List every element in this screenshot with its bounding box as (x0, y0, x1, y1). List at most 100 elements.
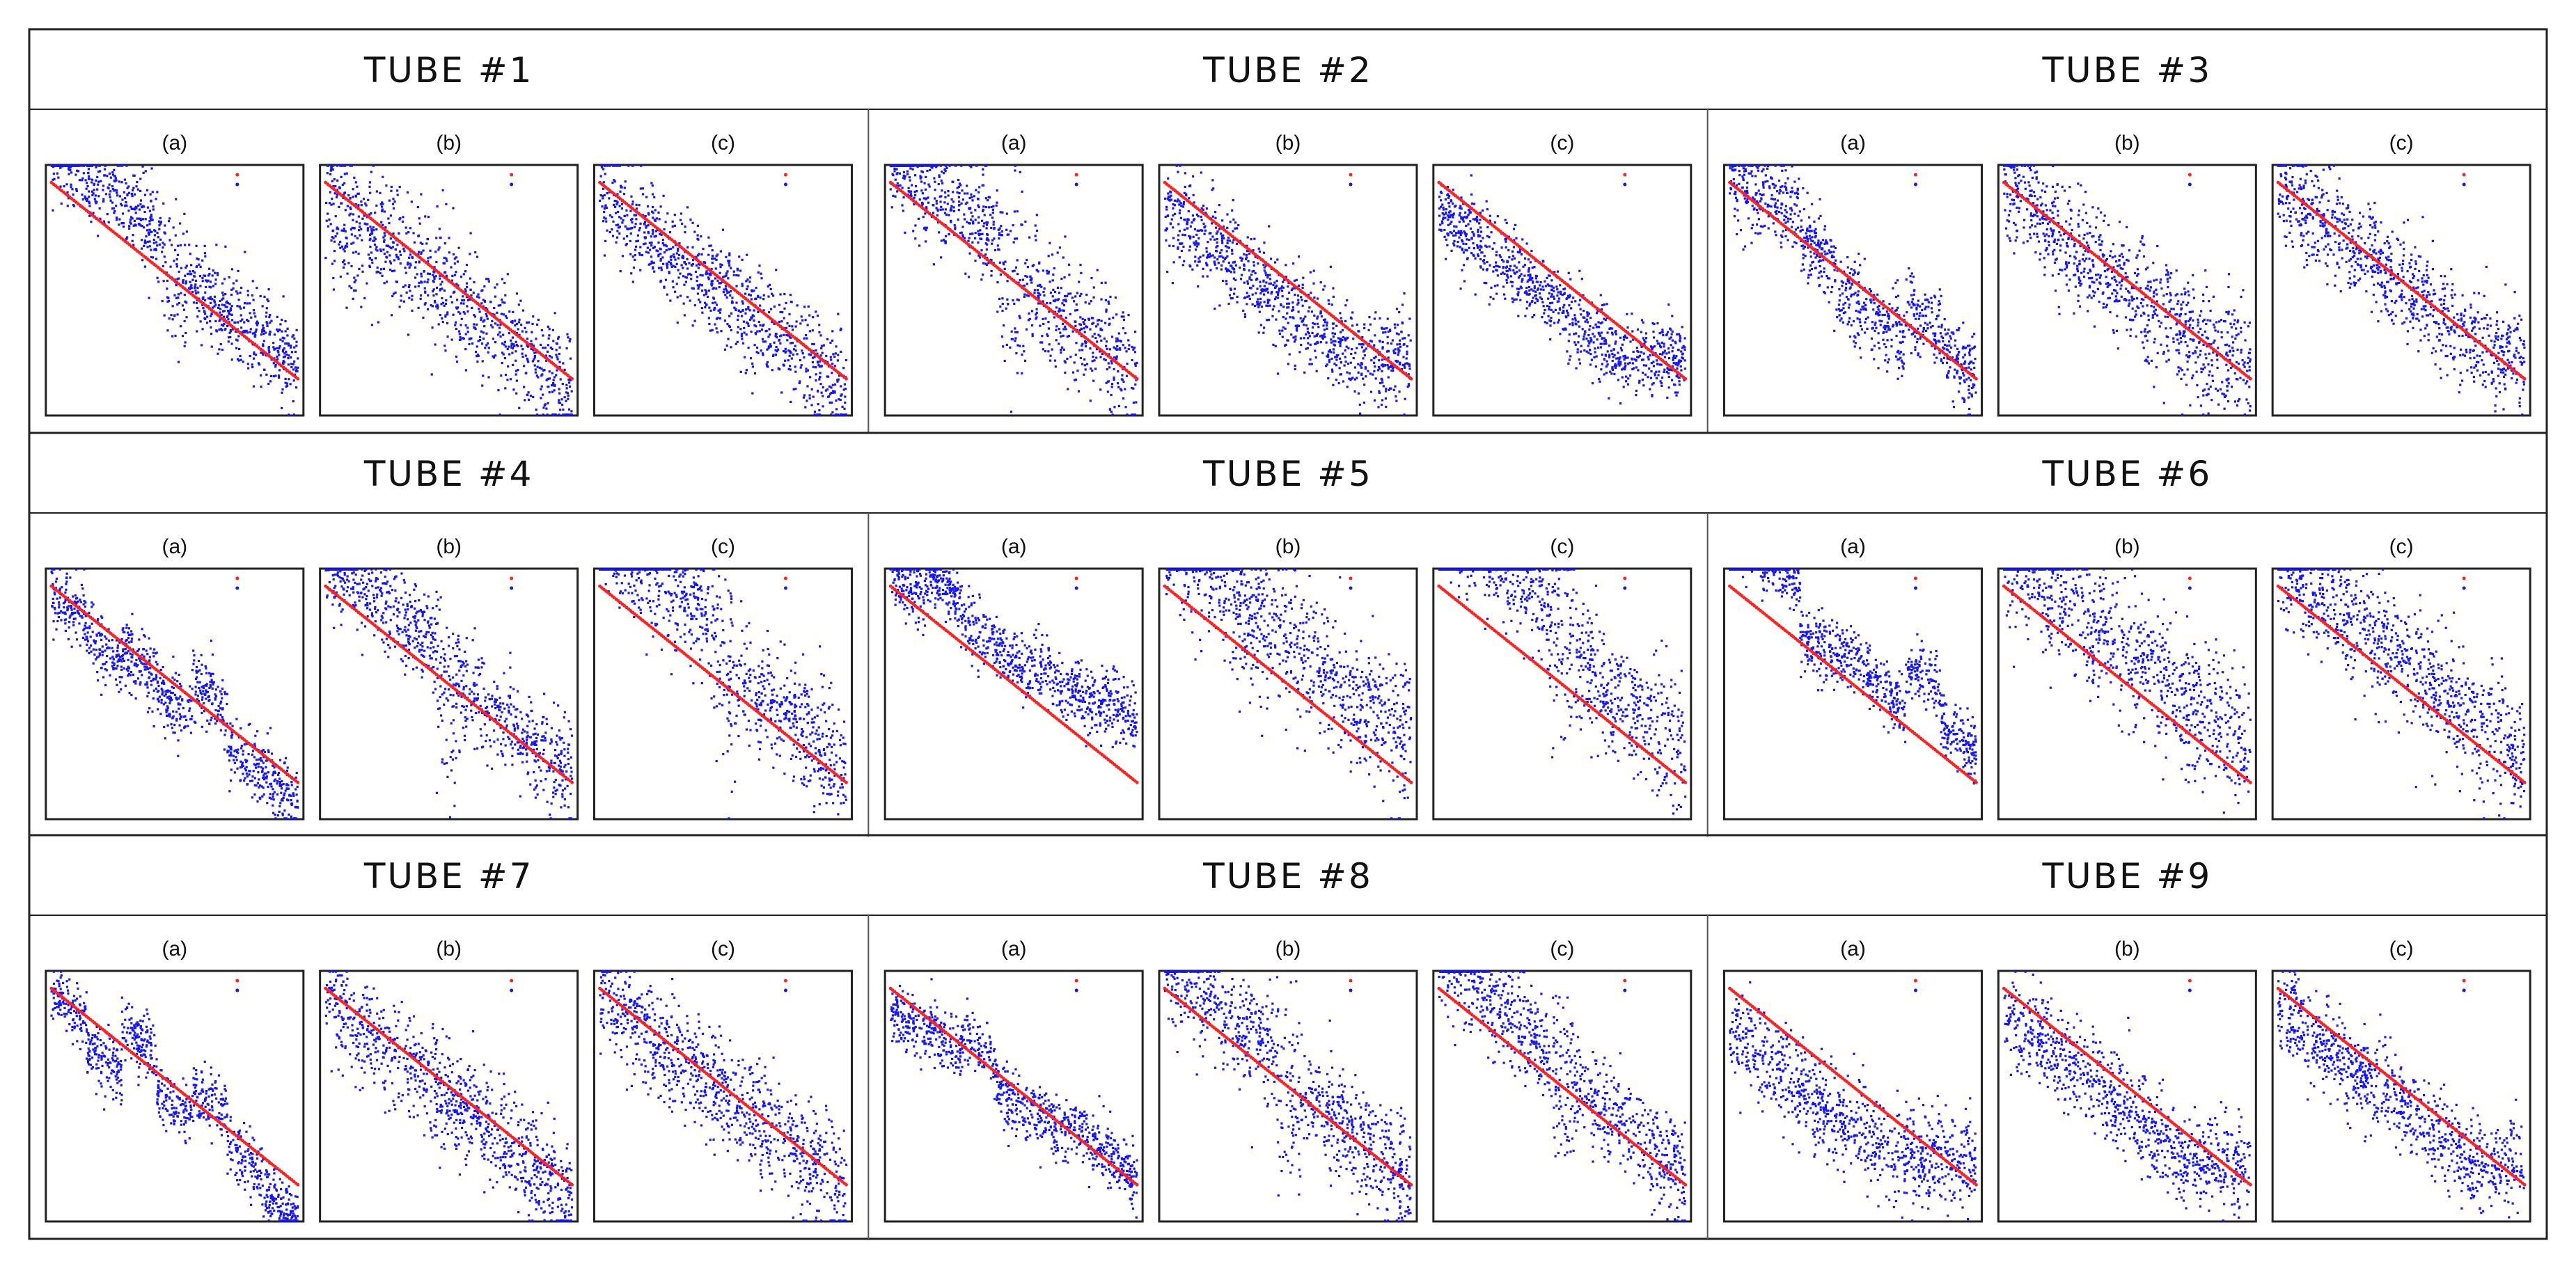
predicted-point (226, 324, 229, 328)
predicted-point (790, 400, 792, 404)
predicted-point (902, 174, 905, 177)
predicted-point (1107, 380, 1110, 383)
predicted-point (1359, 412, 1362, 415)
predicted-point (1186, 227, 1188, 230)
predicted-point (750, 298, 753, 301)
predicted-point (132, 244, 135, 246)
predicted-point (1124, 406, 1127, 409)
predicted-point (782, 349, 785, 353)
predicted-point (959, 232, 961, 235)
predicted-point (684, 231, 686, 234)
predicted-point (1390, 387, 1392, 390)
predicted-point (1328, 349, 1332, 351)
predicted-point (531, 343, 533, 346)
predicted-point (638, 229, 641, 232)
predicted-point (703, 301, 707, 304)
predicted-point (457, 246, 460, 249)
predicted-point (945, 164, 948, 167)
predicted-point (1315, 370, 1318, 372)
predicted-point (1379, 381, 1382, 385)
predicted-point (789, 294, 792, 296)
predicted-point (547, 386, 550, 388)
predicted-point (1188, 249, 1191, 252)
predicted-point (1287, 291, 1291, 294)
predicted-point (124, 197, 127, 200)
predicted-point (1384, 397, 1387, 400)
predicted-point (451, 274, 454, 278)
predicted-point (150, 199, 152, 202)
predicted-point (385, 244, 388, 247)
predicted-point (1309, 271, 1312, 274)
predicted-point (443, 256, 446, 260)
predicted-point (1122, 327, 1124, 330)
predicted-point (700, 306, 703, 310)
predicted-point (65, 183, 68, 186)
predicted-point (521, 309, 525, 312)
predicted-point (1108, 302, 1110, 305)
predicted-point (1105, 345, 1108, 347)
predicted-point (490, 324, 493, 326)
predicted-point (730, 346, 732, 349)
predicted-point (599, 175, 602, 177)
predicted-point (1011, 338, 1014, 341)
predicted-point (1297, 255, 1301, 258)
predicted-point (292, 334, 295, 337)
predicted-point (1055, 325, 1058, 328)
predicted-point (957, 218, 959, 221)
predicted-point (459, 312, 462, 315)
predicted-point (1259, 285, 1262, 287)
predicted-point (88, 175, 91, 178)
predicted-point (618, 205, 621, 207)
predicted-point (1003, 359, 1006, 363)
predicted-point (722, 291, 725, 294)
predicted-point (201, 297, 204, 300)
predicted-point (568, 413, 571, 416)
predicted-point (745, 280, 748, 283)
predicted-point (411, 298, 414, 301)
predicted-point (154, 230, 157, 232)
predicted-point (1339, 331, 1342, 333)
predicted-point (1357, 363, 1360, 365)
predicted-point (336, 232, 339, 235)
predicted-point (1385, 387, 1388, 390)
predicted-point (144, 242, 147, 244)
predicted-point (761, 324, 764, 327)
predicted-point (712, 257, 714, 260)
predicted-point (396, 193, 399, 196)
predicted-point (1062, 299, 1065, 302)
predicted-point (1281, 295, 1284, 298)
predicted-point (1088, 302, 1091, 305)
predicted-point (634, 214, 638, 216)
predicted-point (1394, 351, 1397, 354)
predicted-point (715, 255, 718, 258)
predicted-point (947, 190, 950, 193)
predicted-point (1016, 372, 1019, 374)
predicted-point (1401, 303, 1404, 306)
predicted-point (417, 234, 421, 237)
predicted-point (1184, 193, 1188, 196)
predicted-point (329, 191, 331, 193)
predicted-point (281, 350, 285, 353)
predicted-point (1001, 297, 1004, 300)
predicted-point (941, 189, 943, 192)
predicted-point (180, 292, 182, 294)
predicted-point (349, 164, 352, 167)
predicted-point (347, 194, 350, 197)
predicted-point (1089, 347, 1092, 350)
predicted-point (767, 285, 769, 288)
predicted-point (181, 304, 184, 307)
predicted-point (557, 335, 560, 338)
predicted-point (547, 344, 549, 347)
predicted-point (533, 351, 536, 354)
predicted-point (952, 206, 955, 209)
predicted-point (1127, 347, 1130, 351)
predicted-point (326, 172, 329, 175)
predicted-point (389, 214, 393, 217)
predicted-point (433, 271, 436, 274)
predicted-point (724, 285, 728, 287)
predicted-point (619, 190, 622, 193)
predicted-point (1342, 380, 1345, 383)
predicted-point (240, 286, 243, 290)
predicted-point (1016, 210, 1019, 213)
predicted-point (473, 323, 476, 326)
